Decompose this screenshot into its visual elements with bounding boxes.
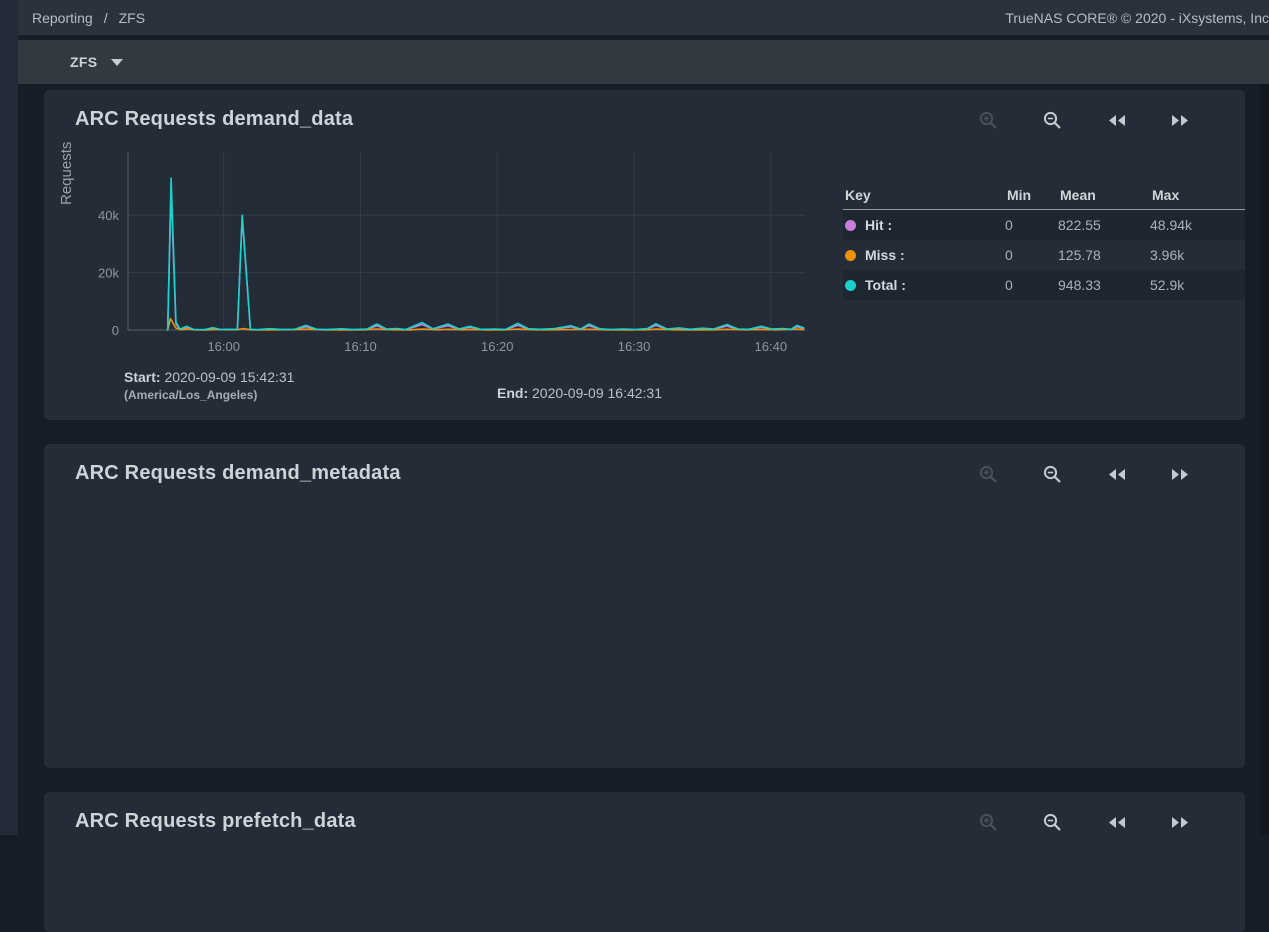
- svg-text:16:20: 16:20: [481, 339, 514, 354]
- breadcrumb-item-zfs: ZFS: [119, 10, 145, 26]
- zoom-in-icon: [978, 812, 999, 833]
- zoom-in-button[interactable]: [976, 462, 1000, 486]
- zoom-in-button[interactable]: [976, 108, 1000, 132]
- zoom-out-button[interactable]: [1040, 810, 1064, 834]
- top-bar: Reporting / ZFS TrueNAS CORE® © 2020 - i…: [18, 0, 1269, 35]
- brand-copyright: TrueNAS CORE® © 2020 - iXsystems, Inc: [1005, 10, 1269, 26]
- step-back-button[interactable]: [1104, 810, 1128, 834]
- step-forward-button[interactable]: [1168, 462, 1192, 486]
- breadcrumb: Reporting / ZFS: [32, 10, 145, 26]
- step-back-button[interactable]: [1104, 462, 1128, 486]
- step-forward-button[interactable]: [1168, 108, 1192, 132]
- card-title: ARC Requests demand_metadata: [75, 459, 401, 487]
- step-back-button[interactable]: [1104, 108, 1128, 132]
- zoom-in-icon: [978, 464, 999, 485]
- line-chart: 0 20k 40k 16:00 16:10 16:20 16:30 16:40: [68, 142, 828, 357]
- zoom-in-button[interactable]: [976, 810, 1000, 834]
- svg-text:16:00: 16:00: [207, 339, 240, 354]
- svg-text:20k: 20k: [98, 266, 119, 281]
- chart-toolbar: [976, 462, 1192, 486]
- miss-series-dot: [845, 250, 856, 261]
- legend-row-miss: Miss : 0 125.78 3.96k: [843, 240, 1245, 270]
- fast-forward-icon: [1171, 468, 1190, 481]
- page-title: ARC Requests demand_data: [75, 105, 353, 133]
- zoom-in-icon: [978, 110, 999, 131]
- sidebar-edge: [0, 0, 18, 835]
- chart-card-demand-metadata: ARC Requests demand_metadata: [44, 444, 1245, 768]
- legend-row-hit: Hit : 0 822.55 48.94k: [843, 210, 1245, 240]
- end-label: End:: [497, 385, 528, 401]
- zoom-out-button[interactable]: [1040, 462, 1064, 486]
- svg-text:16:30: 16:30: [618, 339, 651, 354]
- zoom-out-button[interactable]: [1040, 108, 1064, 132]
- fast-forward-icon: [1171, 816, 1190, 829]
- fast-forward-icon: [1171, 114, 1190, 127]
- breadcrumb-separator: /: [104, 10, 108, 26]
- report-type-selected: ZFS: [70, 54, 97, 70]
- rewind-icon: [1107, 468, 1126, 481]
- start-value: 2020-09-09 15:42:31: [164, 369, 294, 385]
- legend-header-key: Key: [845, 187, 1007, 203]
- breadcrumb-item-reporting[interactable]: Reporting: [32, 10, 93, 26]
- step-forward-button[interactable]: [1168, 810, 1192, 834]
- legend-header-row: Key Min Mean Max: [843, 185, 1245, 210]
- legend-header-min: Min: [1007, 187, 1060, 203]
- report-tab-bar: ZFS: [18, 40, 1269, 84]
- chart-legend-table: Key Min Mean Max Hit : 0 822.55 48.94k M…: [843, 185, 1245, 300]
- legend-row-total: Total : 0 948.33 52.9k: [843, 270, 1245, 300]
- zoom-out-icon: [1042, 110, 1063, 131]
- arc-demand-data-chart: 0 20k 40k 16:00 16:10 16:20 16:30 16:40: [68, 142, 828, 357]
- card-title: ARC Requests prefetch_data: [75, 807, 356, 835]
- hit-series-dot: [845, 220, 856, 231]
- total-series-dot: [845, 280, 856, 291]
- legend-header-max: Max: [1152, 187, 1245, 203]
- vertical-scrollbar[interactable]: [1260, 84, 1269, 835]
- report-type-dropdown[interactable]: ZFS: [70, 54, 123, 70]
- zoom-out-icon: [1042, 464, 1063, 485]
- svg-text:16:10: 16:10: [344, 339, 377, 354]
- chevron-down-icon: [111, 59, 123, 66]
- end-value: 2020-09-09 16:42:31: [532, 385, 662, 401]
- chart-card-prefetch-data: ARC Requests prefetch_data: [44, 792, 1245, 932]
- timezone-label: (America/Los_Angeles): [124, 388, 257, 402]
- legend-rows: Hit : 0 822.55 48.94k Miss : 0 125.78 3.…: [843, 210, 1245, 300]
- svg-text:40k: 40k: [98, 208, 119, 223]
- rewind-icon: [1107, 816, 1126, 829]
- legend-header-mean: Mean: [1060, 187, 1152, 203]
- chart-toolbar: [976, 108, 1192, 132]
- svg-text:16:40: 16:40: [755, 339, 788, 354]
- chart-toolbar: [976, 810, 1192, 834]
- svg-text:0: 0: [112, 323, 119, 338]
- zoom-out-icon: [1042, 812, 1063, 833]
- start-label: Start:: [124, 369, 161, 385]
- rewind-icon: [1107, 114, 1126, 127]
